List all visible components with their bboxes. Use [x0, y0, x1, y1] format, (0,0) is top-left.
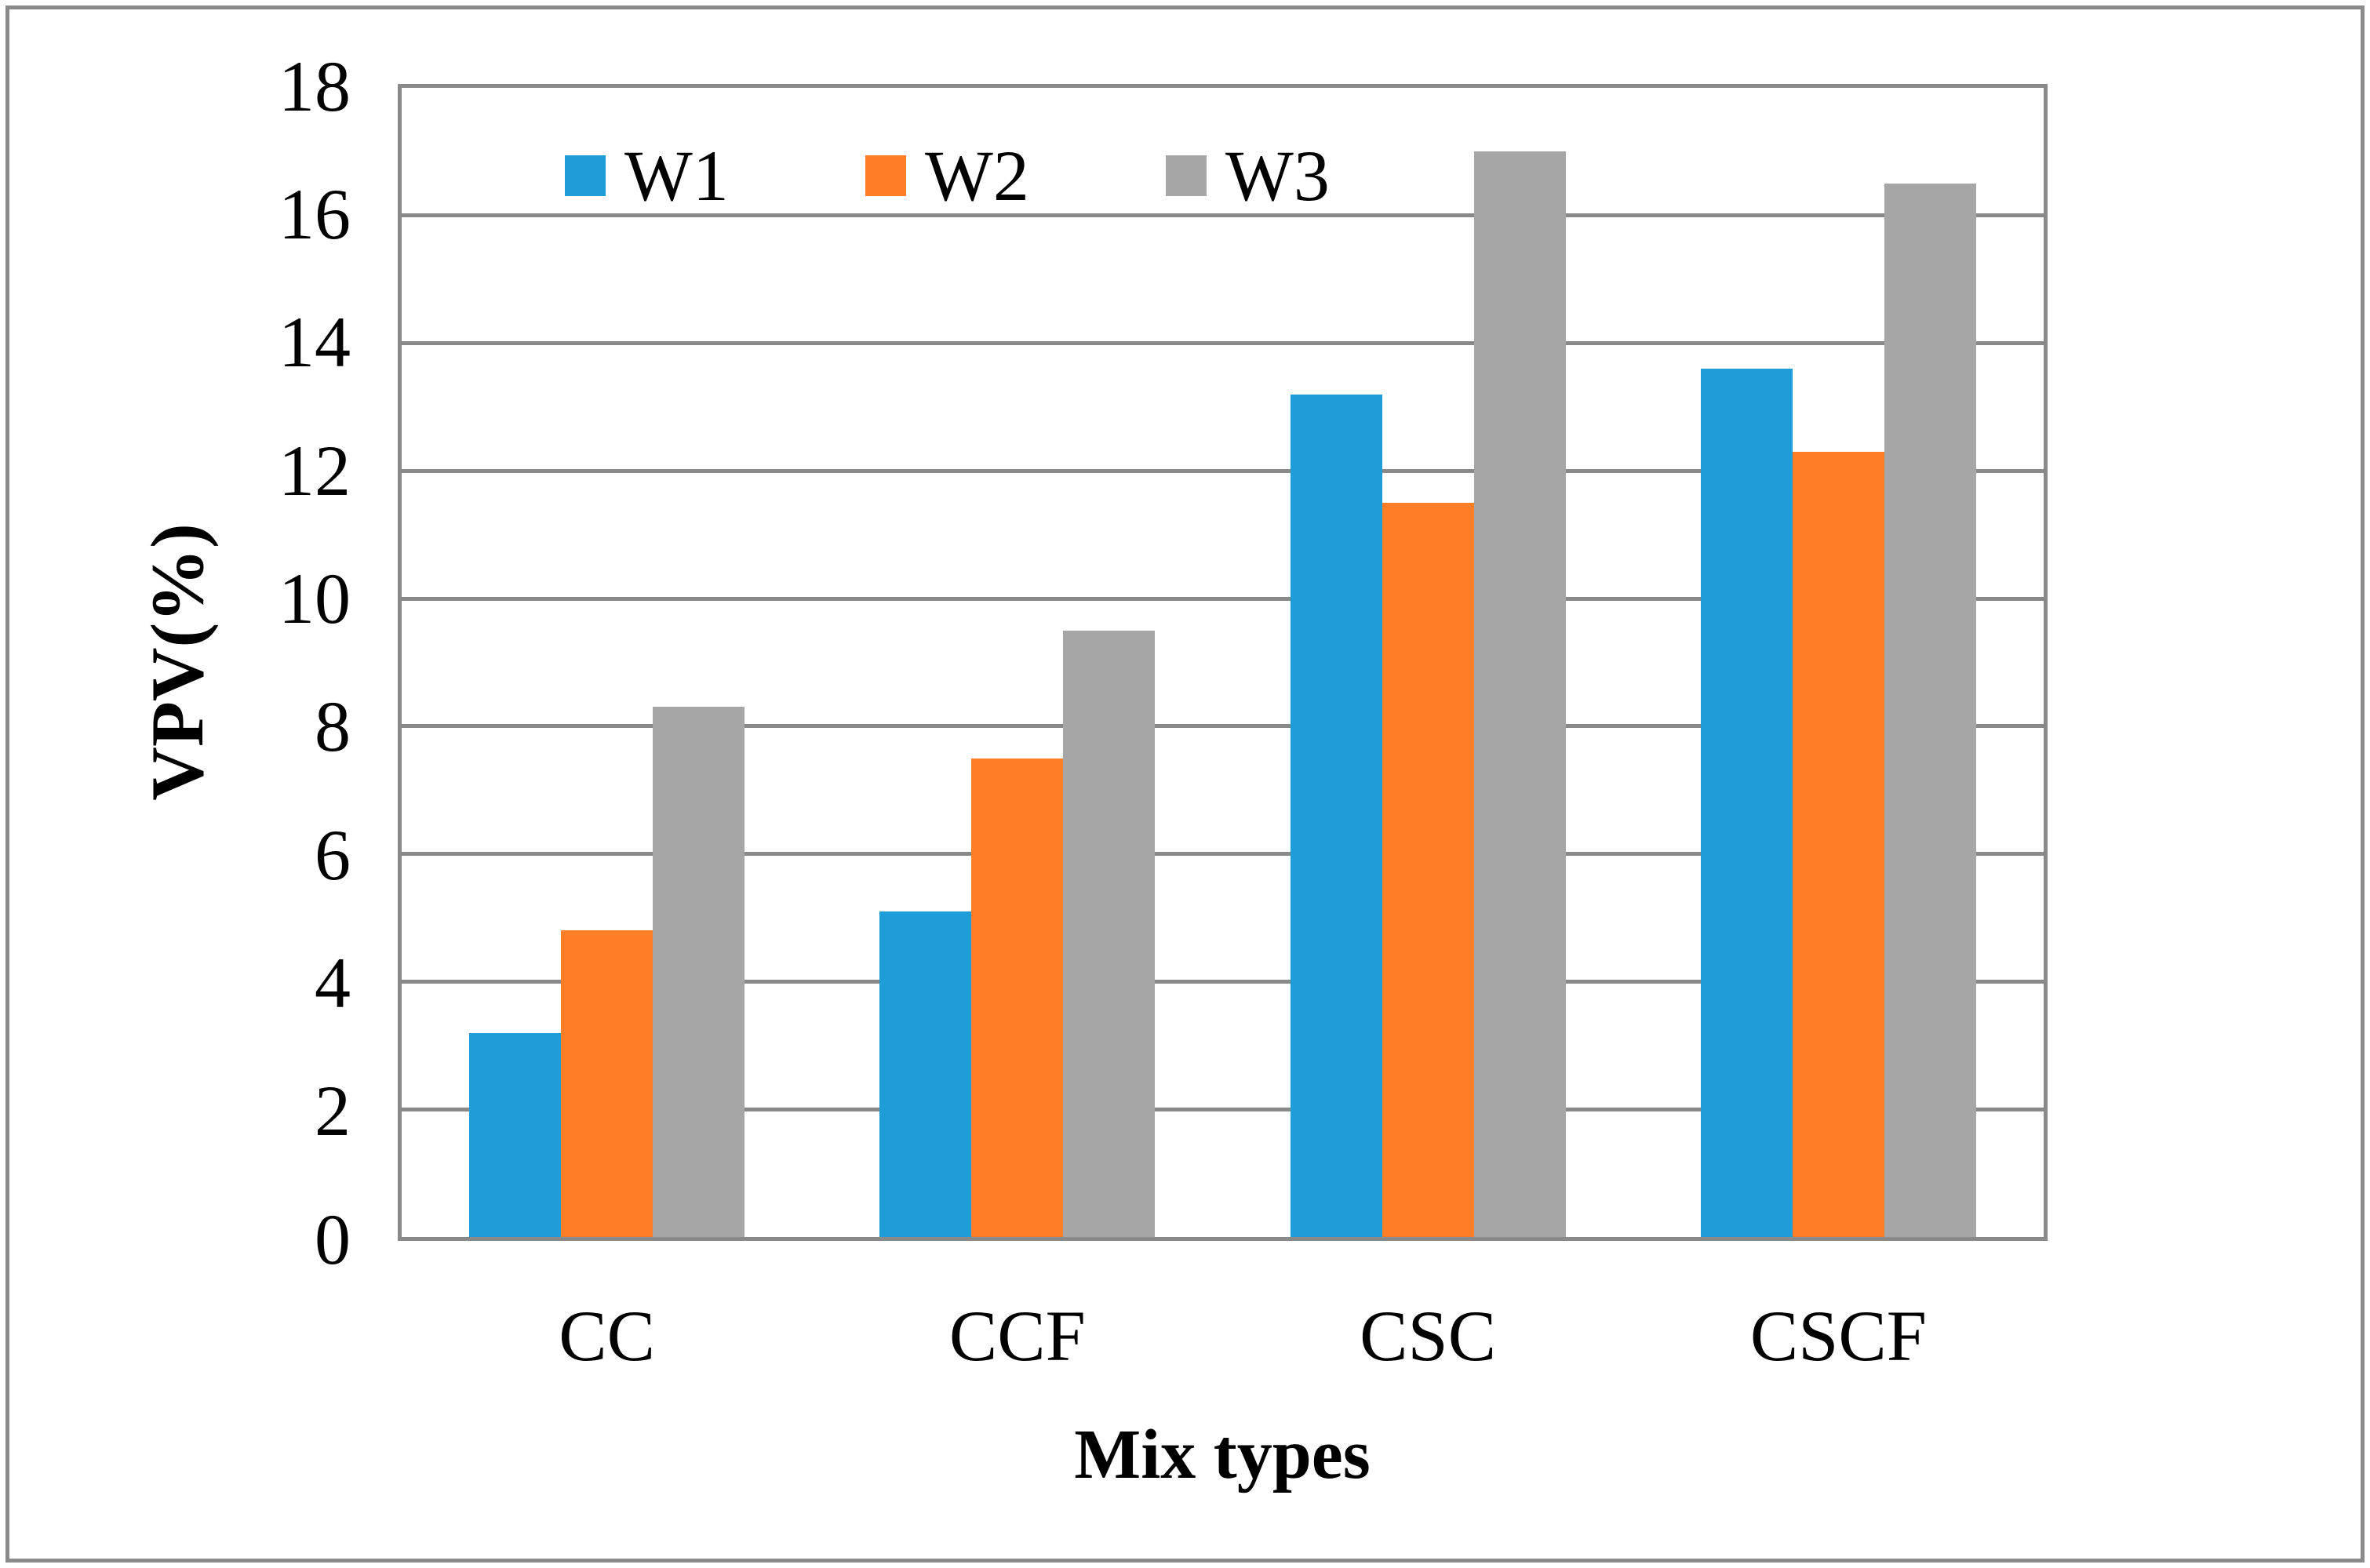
bar-w2-csc — [1382, 503, 1474, 1237]
bar-group-csc — [1223, 88, 1633, 1237]
bar-w1-cc — [469, 1032, 562, 1237]
legend-swatch-w1 — [565, 155, 606, 196]
x-tick-label-cc: CC — [559, 1296, 655, 1376]
y-tick-label-0: 0 — [315, 1199, 351, 1279]
gridline — [402, 979, 2044, 984]
gridline-layer — [402, 88, 2044, 1237]
x-axis-title: Mix types — [1074, 1416, 1371, 1493]
legend-label-w1: W1 — [624, 136, 729, 216]
gridline — [402, 341, 2044, 346]
bar-w1-csc — [1290, 394, 1382, 1237]
legend-label-w3: W3 — [1225, 136, 1330, 216]
gridline — [402, 596, 2044, 601]
y-tick-label-4: 4 — [315, 942, 351, 1023]
plot-area: W1 W2 W3 — [398, 84, 2048, 1241]
y-tick-label-8: 8 — [315, 686, 351, 767]
y-tick-label-18: 18 — [279, 45, 351, 126]
y-tick-label-14: 14 — [279, 302, 351, 383]
figure-border — [5, 5, 2365, 1563]
gridline — [402, 468, 2044, 473]
gridline — [402, 1107, 2044, 1111]
bar-group-cc — [402, 88, 812, 1237]
bar-w1-cscf — [1700, 369, 1793, 1237]
legend-swatch-w2 — [865, 155, 906, 196]
y-tick-label-6: 6 — [315, 814, 351, 895]
bar-group-cscf — [1633, 88, 2044, 1237]
bar-w3-csc — [1473, 151, 1566, 1237]
legend-swatch-w3 — [1166, 155, 1207, 196]
gridline — [402, 852, 2044, 857]
x-tick-label-csc: CSC — [1360, 1296, 1497, 1376]
legend-item-w1: W1 — [565, 136, 729, 216]
bar-w3-cscf — [1884, 184, 1976, 1237]
y-tick-label-10: 10 — [279, 558, 351, 638]
bar-w3-cc — [653, 707, 745, 1237]
bar-w2-cc — [561, 930, 653, 1237]
y-tick-label-2: 2 — [315, 1071, 351, 1151]
bar-w2-ccf — [971, 758, 1064, 1237]
y-tick-label-12: 12 — [279, 430, 351, 511]
bar-layer — [402, 88, 2044, 1237]
x-tick-label-ccf: CCF — [948, 1296, 1086, 1376]
bar-w3-ccf — [1063, 630, 1156, 1237]
gridline — [402, 724, 2044, 729]
gridline — [402, 213, 2044, 218]
legend-label-w2: W2 — [925, 136, 1029, 216]
legend-item-w2: W2 — [865, 136, 1029, 216]
y-tick-label-16: 16 — [279, 173, 351, 254]
bar-w2-cscf — [1792, 451, 1884, 1237]
legend-item-w3: W3 — [1166, 136, 1330, 216]
legend: W1 W2 W3 — [402, 88, 2044, 1237]
x-tick-label-cscf: CSCF — [1749, 1296, 1927, 1376]
bar-group-ccf — [812, 88, 1222, 1237]
bar-w1-ccf — [879, 911, 972, 1237]
